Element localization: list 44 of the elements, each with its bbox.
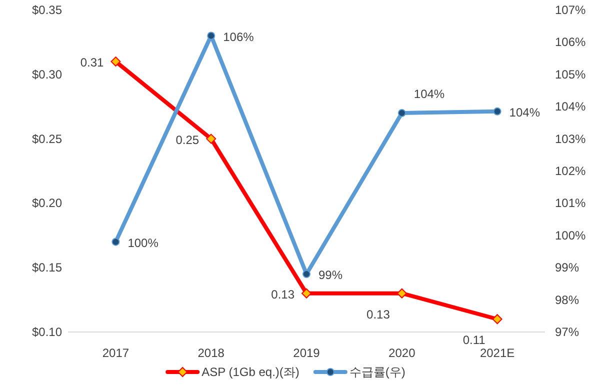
point: [492, 314, 502, 324]
y-tick-label: $0.25: [32, 132, 62, 146]
data-label: 0.11: [462, 333, 486, 348]
point: [110, 56, 121, 67]
y2-tick-label: 101%: [555, 196, 586, 210]
y2-tick-label: 102%: [555, 164, 586, 178]
y2-tick-label: 97%: [555, 325, 580, 339]
point: [302, 288, 312, 298]
point: [396, 288, 407, 298]
x-tick-label: 2017: [102, 346, 130, 360]
y2-tick-label: 100%: [555, 228, 586, 242]
x-tick-label: 2019: [293, 346, 320, 360]
data-label: 99%: [318, 268, 343, 282]
data-label: 0.25: [176, 132, 200, 147]
point: [112, 238, 120, 246]
data-label: 0.13: [366, 307, 390, 322]
y-tick-label: $0.10: [32, 325, 62, 339]
x-tick-label: 2018: [198, 346, 225, 360]
y2-tick-label: 106%: [555, 35, 586, 50]
x-tick-label: 2021E: [480, 346, 515, 360]
y-tick-label: $0.15: [32, 260, 62, 275]
y-tick-label: $0.35: [32, 3, 62, 17]
y-tick-label: $0.30: [32, 67, 62, 82]
legend-label: ASP (1Gb eq.)(좌): [202, 365, 300, 379]
y2-tick-label: 107%: [555, 3, 586, 17]
y-tick-label: $0.20: [32, 196, 62, 210]
point: [206, 134, 216, 144]
point: [493, 107, 502, 116]
y2-tick-label: 98%: [555, 292, 580, 307]
x-tick-label: 2020: [388, 346, 416, 360]
data-label: 0.31: [80, 56, 104, 70]
point: [302, 270, 310, 278]
y2-tick-label: 99%: [555, 260, 580, 275]
data-label: 106%: [223, 30, 254, 44]
data-label: 100%: [128, 236, 159, 250]
point: [398, 109, 406, 118]
y2-tick-label: 105%: [555, 67, 586, 82]
y2-tick-label: 104%: [555, 100, 586, 114]
data-label: 0.13: [271, 287, 295, 302]
data-label: 104%: [414, 87, 445, 102]
point: [207, 32, 216, 40]
legend-label: 수급률(우): [349, 365, 406, 379]
y2-tick-label: 103%: [555, 132, 586, 146]
data-label: 104%: [509, 105, 540, 120]
